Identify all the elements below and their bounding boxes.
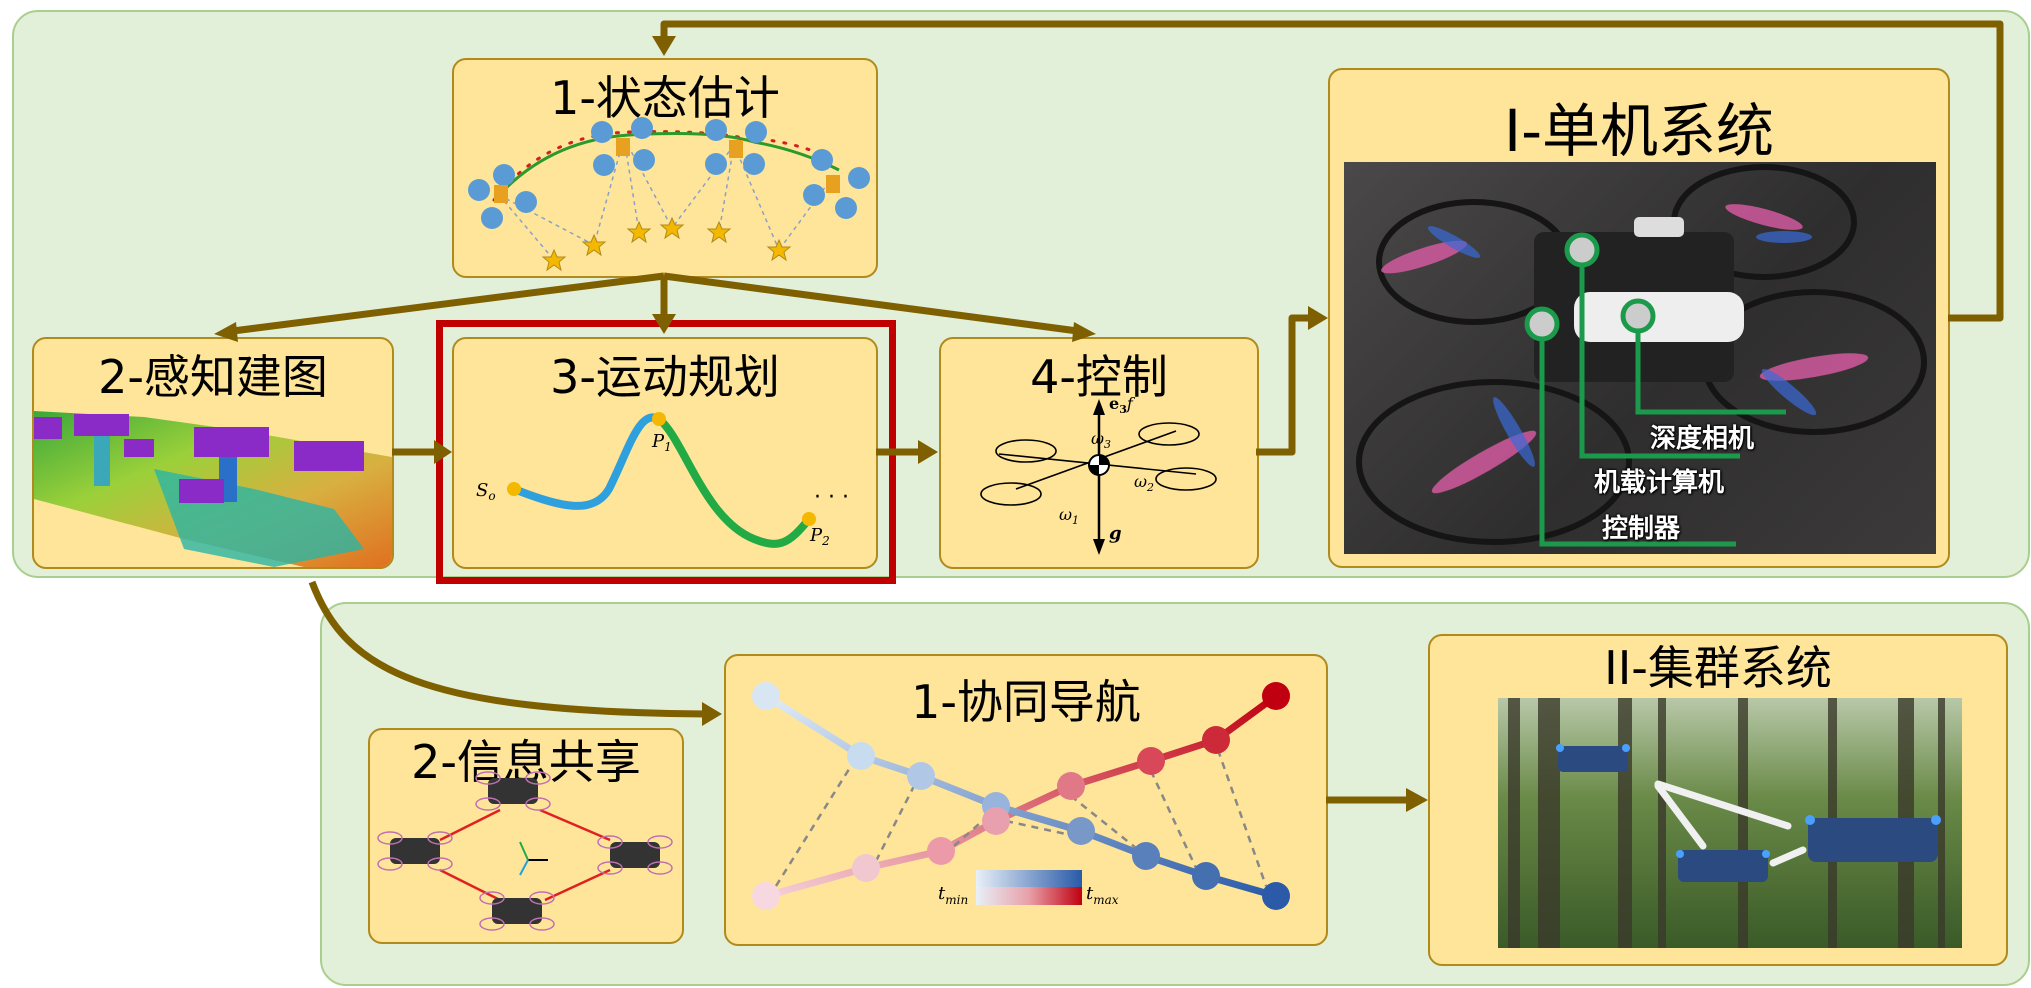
cooperative-nav-figure: tmin tmax <box>752 682 1290 910</box>
info-sharing-figure <box>377 771 673 931</box>
waypoint-markers <box>752 682 1290 910</box>
info-sharing-box: 2-信息共享 <box>368 728 684 944</box>
omega1-label: ω1 <box>1059 505 1079 527</box>
cooperative-nav-title: 1-协同导航 <box>911 675 1141 729</box>
swarm-system-title: II-集群系统 <box>1604 641 1832 695</box>
trajectory-figure: So P1 P2 · · · <box>476 412 849 548</box>
ellipsis: · · · <box>814 485 849 510</box>
motion-planning-box: 3-运动规划 So P1 P2 · · · <box>452 337 878 569</box>
single-system-box: I-单机系统 <box>1328 68 1950 568</box>
p1-label: P1 <box>651 431 672 454</box>
perception-mapping-box: 2-感知建图 <box>32 337 394 569</box>
highlight-frame <box>436 320 896 584</box>
control-box: 4-控制 e3f g ω1 ω2 ω3 <box>939 337 1259 569</box>
state-estimation-figure <box>468 117 870 272</box>
voxel-map-figure <box>34 411 392 567</box>
depth-camera-label: 深度相机 <box>1650 424 1755 454</box>
quadrotor-dynamics-figure: e3f g ω1 ω2 ω3 <box>980 394 1217 555</box>
state-estimation-box: 1-状态估计 <box>452 58 878 278</box>
forest-illustration <box>1508 698 1945 948</box>
gravity-label: g <box>1109 523 1122 544</box>
swarm-system-box: II-集群系统 <box>1428 634 2008 966</box>
single-system-title: I-单机系统 <box>1503 97 1775 165</box>
thrust-label: e3f <box>1109 394 1136 416</box>
start-label: So <box>476 480 496 503</box>
controller-label: 控制器 <box>1602 514 1681 544</box>
omega3-label: ω3 <box>1091 429 1111 451</box>
omega2-label: ω2 <box>1134 472 1154 494</box>
motion-planning-title: 3-运动规划 <box>550 350 780 404</box>
forest-photo <box>1498 698 1962 948</box>
t-max-label: tmax <box>1086 883 1119 907</box>
p2-label: P2 <box>809 525 830 548</box>
t-min-label: tmin <box>938 883 968 907</box>
onboard-computer-label: 机载计算机 <box>1594 468 1725 498</box>
drone-photo: 深度相机 机载计算机 控制器 <box>1344 162 1936 554</box>
control-title: 4-控制 <box>1030 350 1168 404</box>
perception-mapping-title: 2-感知建图 <box>98 350 328 404</box>
landmark-stars <box>541 216 792 272</box>
cooperative-nav-box: 1-协同导航 <box>724 654 1328 946</box>
